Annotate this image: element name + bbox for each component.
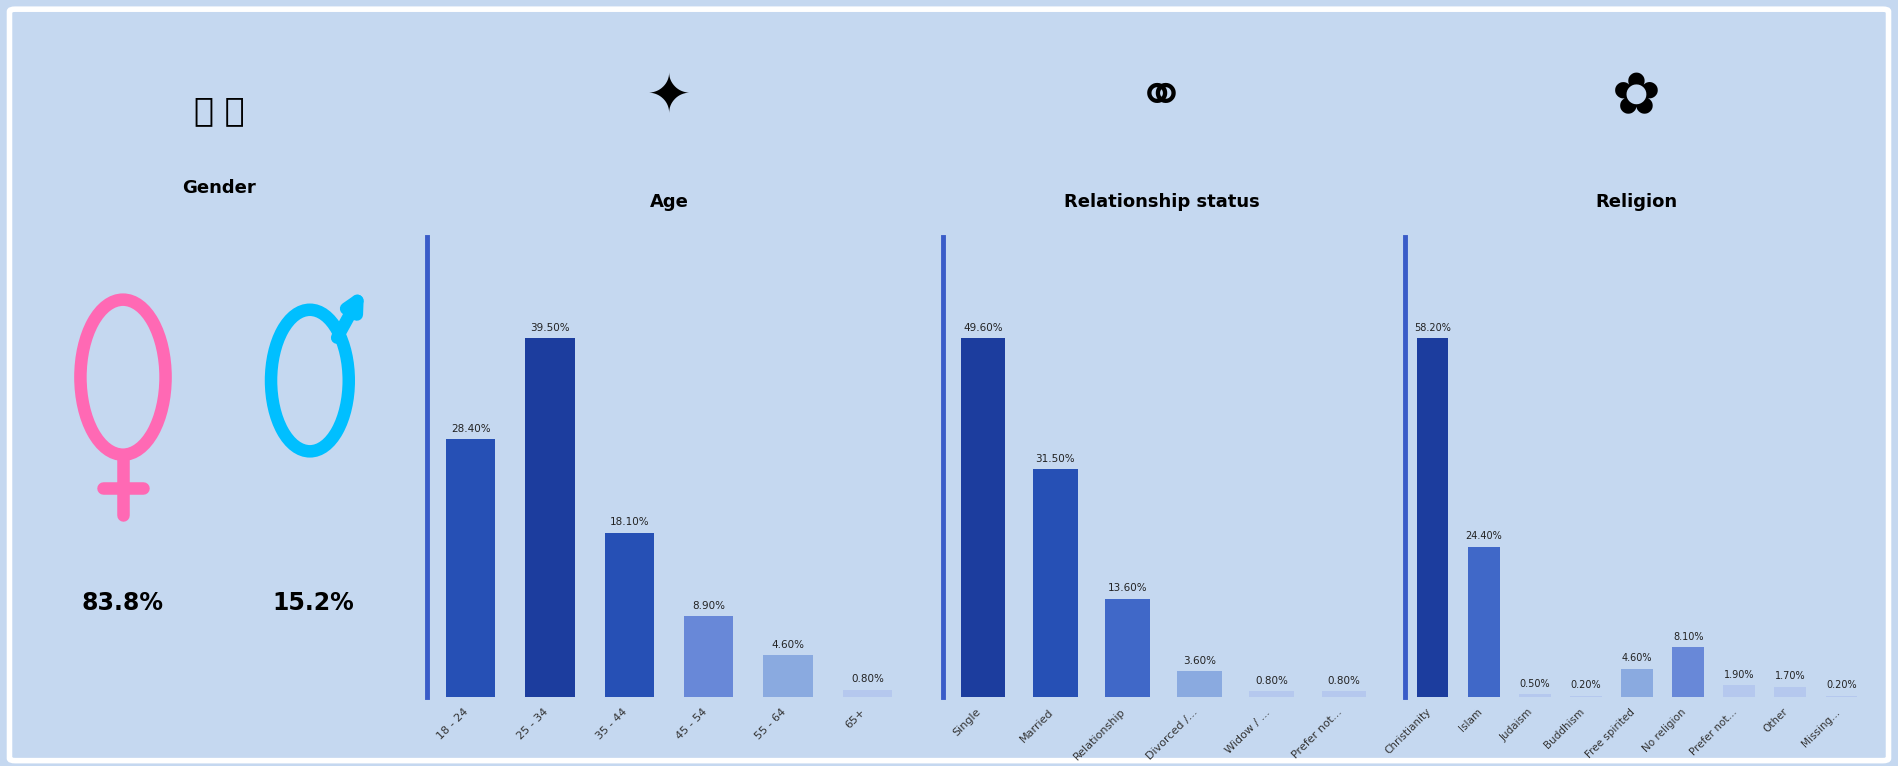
Text: 3.60%: 3.60%: [1182, 656, 1217, 666]
Bar: [605, 532, 655, 697]
Bar: [1570, 696, 1602, 697]
Bar: [683, 616, 733, 697]
Bar: [1467, 546, 1499, 697]
Text: 8.10%: 8.10%: [1672, 632, 1703, 642]
Text: 4.60%: 4.60%: [772, 640, 805, 650]
Bar: [960, 338, 1006, 697]
Text: 0.80%: 0.80%: [1255, 676, 1289, 686]
Text: 31.50%: 31.50%: [1036, 453, 1074, 463]
Bar: [1249, 691, 1294, 697]
Text: 1.70%: 1.70%: [1775, 671, 1805, 681]
Text: Age: Age: [649, 193, 689, 211]
Text: 0.20%: 0.20%: [1572, 680, 1602, 690]
Text: 28.40%: 28.40%: [452, 424, 490, 434]
Text: 🚹 🚺: 🚹 🚺: [194, 94, 245, 127]
Bar: [1775, 686, 1807, 697]
Bar: [1518, 694, 1551, 697]
Bar: [1105, 598, 1150, 697]
Text: ✿: ✿: [1611, 69, 1661, 126]
Bar: [843, 690, 892, 697]
Text: ✦: ✦: [647, 71, 691, 123]
Text: 8.90%: 8.90%: [693, 601, 725, 611]
Text: 83.8%: 83.8%: [82, 591, 163, 615]
Text: 0.80%: 0.80%: [1327, 676, 1361, 686]
Text: Relationship status: Relationship status: [1063, 193, 1260, 211]
Text: 49.60%: 49.60%: [962, 322, 1002, 332]
Bar: [1177, 671, 1222, 697]
Bar: [526, 338, 575, 697]
Bar: [1621, 669, 1653, 697]
Text: 18.10%: 18.10%: [609, 517, 649, 527]
Bar: [763, 655, 812, 697]
Text: 58.20%: 58.20%: [1414, 322, 1452, 332]
Bar: [1826, 696, 1858, 697]
Text: 15.2%: 15.2%: [273, 591, 355, 615]
Text: 1.90%: 1.90%: [1723, 670, 1754, 680]
Text: ⚭: ⚭: [1137, 69, 1186, 126]
Bar: [1723, 686, 1756, 697]
Text: 0.50%: 0.50%: [1520, 679, 1551, 689]
Bar: [1033, 469, 1078, 697]
Text: 24.40%: 24.40%: [1465, 531, 1501, 541]
Text: Religion: Religion: [1594, 193, 1678, 211]
Text: 39.50%: 39.50%: [530, 322, 569, 332]
Text: Gender: Gender: [182, 179, 256, 198]
Text: 13.60%: 13.60%: [1108, 583, 1146, 593]
Bar: [1672, 647, 1704, 697]
Text: 0.20%: 0.20%: [1826, 680, 1856, 690]
Bar: [1416, 338, 1448, 697]
Bar: [1321, 691, 1367, 697]
Text: 4.60%: 4.60%: [1621, 653, 1653, 663]
Text: 0.80%: 0.80%: [850, 674, 884, 684]
Bar: [446, 439, 495, 697]
